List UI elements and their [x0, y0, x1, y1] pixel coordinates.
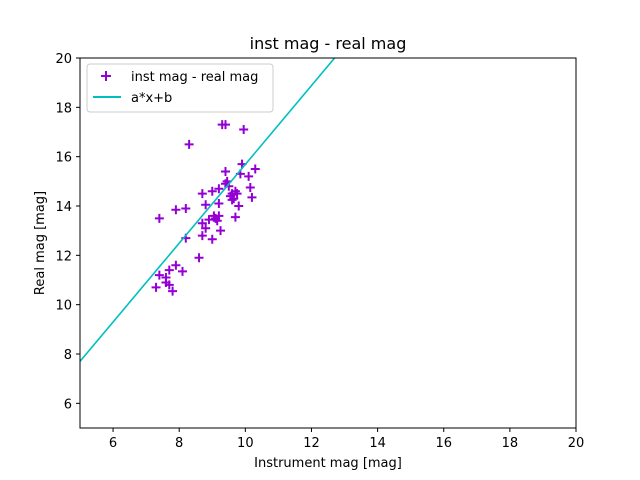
data-point [216, 226, 226, 236]
data-point [230, 212, 240, 222]
data-point [154, 270, 164, 280]
y-tick-label: 10 [55, 299, 72, 314]
data-point [214, 211, 224, 221]
plot-area [80, 58, 576, 428]
legend: inst mag - real mag a*x+b [86, 63, 274, 113]
x-tick-label: 18 [502, 436, 519, 451]
data-point [178, 266, 188, 276]
legend-label-line: a*x+b [131, 91, 172, 106]
x-tick-label: 14 [369, 436, 386, 451]
data-point [207, 186, 217, 196]
data-layer [80, 58, 336, 362]
data-point [214, 199, 224, 209]
data-point [201, 200, 211, 210]
y-tick-label: 12 [55, 249, 72, 264]
x-tick-label: 10 [237, 436, 254, 451]
y-axis: 6 8 10 12 14 16 18 20 [55, 52, 80, 412]
data-point [171, 205, 181, 215]
data-point [239, 125, 249, 135]
data-point [181, 203, 191, 213]
data-point [207, 234, 217, 244]
data-point [164, 265, 174, 275]
data-point [232, 189, 242, 199]
legend-label-scatter: inst mag - real mag [131, 70, 258, 85]
data-point [151, 282, 161, 292]
y-tick-label: 6 [64, 397, 72, 412]
y-tick-label: 14 [55, 200, 72, 215]
x-tick-label: 12 [303, 436, 320, 451]
data-point [197, 218, 207, 228]
x-axis-label: Instrument mag [mag] [254, 456, 402, 471]
data-point [194, 253, 204, 263]
data-point [250, 164, 260, 174]
chart-title: inst mag - real mag [250, 34, 407, 53]
fit-line [80, 58, 336, 362]
data-point [229, 194, 239, 204]
y-tick-label: 20 [55, 52, 72, 67]
plot-frame [79, 57, 577, 429]
y-axis-label: Real mag [mag] [33, 191, 48, 295]
data-point [164, 280, 174, 290]
y-tick-label: 16 [55, 151, 72, 166]
data-point [184, 139, 194, 149]
y-tick-label: 8 [64, 348, 72, 363]
data-point [168, 286, 178, 296]
data-point [201, 223, 211, 233]
data-point [220, 166, 230, 176]
data-point [244, 171, 254, 181]
data-point [212, 216, 222, 226]
legend-box [86, 63, 274, 113]
x-tick-label: 8 [175, 436, 183, 451]
data-point [197, 189, 207, 199]
data-point [245, 183, 255, 192]
data-point [154, 213, 164, 223]
data-point [204, 215, 214, 225]
x-tick-label: 20 [568, 436, 585, 451]
legend-marker-scatter [101, 71, 111, 81]
data-point [214, 184, 224, 194]
y-tick-label: 18 [55, 101, 72, 116]
x-axis: 6 8 10 12 14 16 18 20 [109, 428, 584, 451]
data-point [247, 192, 257, 202]
data-point [171, 260, 181, 270]
x-tick-label: 16 [435, 436, 452, 451]
x-tick-label: 6 [109, 436, 117, 451]
data-point [220, 120, 230, 130]
data-point [197, 231, 207, 241]
data-point [234, 201, 244, 211]
